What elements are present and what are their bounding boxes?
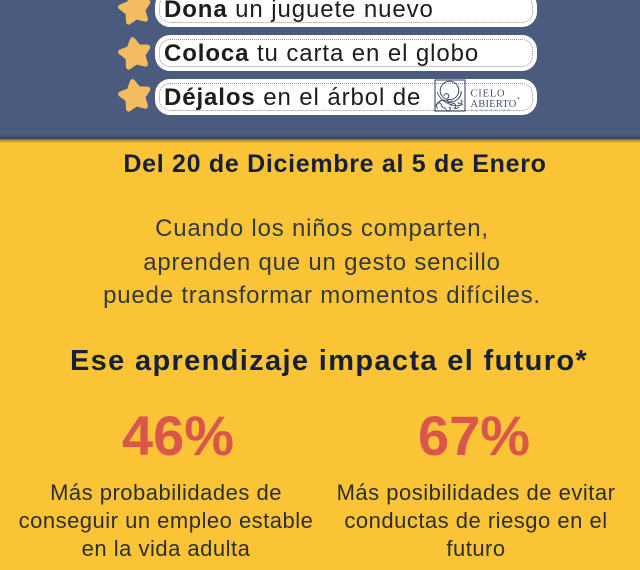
svg-text:CIELO: CIELO: [471, 88, 506, 99]
svg-text:ABIERTO: ABIERTO: [471, 99, 517, 110]
svg-text:FUNDACION: FUNDACION: [471, 109, 512, 113]
